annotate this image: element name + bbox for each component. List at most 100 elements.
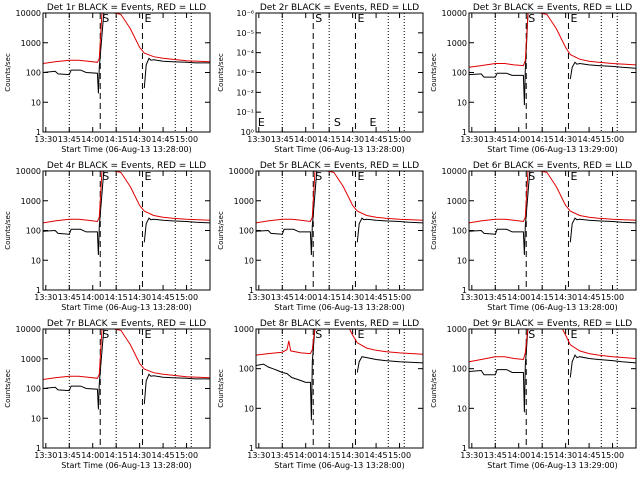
y-axis-label: Counts/sec xyxy=(430,369,438,408)
x-tick-label: 15:00 xyxy=(175,451,198,460)
x-tick-label: 13:30 xyxy=(34,293,57,302)
y-tick-label: 100 xyxy=(452,69,467,78)
y-axis-label: Counts/sec xyxy=(4,211,12,250)
marker-letter: S xyxy=(528,12,535,25)
y-axis-label: Counts/sec xyxy=(217,369,225,408)
x-tick-label: 15:00 xyxy=(388,451,411,460)
x-tick-label: 14:00 xyxy=(294,293,317,302)
x-axis-label: Start Time (06-Aug-13 13:28:00) xyxy=(274,303,405,312)
detector-panel: Det 7r BLACK = Events, RED = LLD Counts/s… xyxy=(4,319,211,470)
marker-letter: E xyxy=(357,170,364,183)
x-tick-label: 14:00 xyxy=(507,135,530,144)
x-tick-label: 14:45 xyxy=(578,293,601,302)
y-tick-label: 10 xyxy=(31,98,41,107)
x-tick-label: 14:15 xyxy=(318,451,341,460)
x-tick-label: 15:00 xyxy=(175,135,198,144)
y-tick-label: 10⁻⁶ xyxy=(236,9,254,18)
x-tick-label: 13:45 xyxy=(58,293,81,302)
x-tick-label: 13:45 xyxy=(58,135,81,144)
x-tick-label: 14:00 xyxy=(81,135,104,144)
panel-title: Det 3r BLACK = Events, RED = LLD xyxy=(473,3,632,13)
y-tick-label: 10 xyxy=(244,256,254,265)
x-tick-label: 14:45 xyxy=(365,293,388,302)
x-tick-label: 14:15 xyxy=(318,135,341,144)
x-tick-label: 13:30 xyxy=(34,451,57,460)
y-axis-label: Counts/sec xyxy=(430,211,438,250)
marker-letter: E xyxy=(570,170,577,183)
lld-line xyxy=(469,171,636,224)
y-tick-label: 1000 xyxy=(447,39,467,48)
events-line xyxy=(43,329,105,410)
y-tick-label: 1 xyxy=(462,444,467,453)
panel-title: Det 6r BLACK = Events, RED = LLD xyxy=(473,161,632,171)
x-tick-label: 13:30 xyxy=(247,293,270,302)
x-tick-label: 14:00 xyxy=(294,451,317,460)
x-tick-label: 14:00 xyxy=(81,293,104,302)
x-tick-label: 14:15 xyxy=(105,293,128,302)
lld-line xyxy=(43,171,210,224)
detector-panel: Det 2r BLACK = Events, RED = LLD Counts/s… xyxy=(217,3,424,154)
panel-title: Det 5r BLACK = Events, RED = LLD xyxy=(260,161,419,171)
y-axis-label: Counts/sec xyxy=(4,53,12,92)
y-tick-label: 1 xyxy=(462,286,467,295)
x-tick-label: 14:45 xyxy=(365,451,388,460)
y-tick-label: 1 xyxy=(249,444,254,453)
y-axis-label: Counts/sec xyxy=(217,211,225,250)
x-tick-label: 14:30 xyxy=(341,135,364,144)
y-tick-label: 10000 xyxy=(442,167,467,176)
plot-frame xyxy=(255,12,424,133)
events-line xyxy=(143,57,210,89)
y-tick-label: 10⁻⁵ xyxy=(236,29,254,38)
x-tick-label: 14:30 xyxy=(341,451,364,460)
lld-line xyxy=(469,329,636,363)
plot-frame xyxy=(468,170,637,291)
detector-panel: Det 5r BLACK = Events, RED = LLD Counts/s… xyxy=(217,161,424,312)
marker-letter: S xyxy=(528,170,535,183)
x-tick-label: 13:30 xyxy=(34,135,57,144)
events-line xyxy=(469,13,529,106)
x-axis-label: Start Time (06-Aug-13 13:29:00) xyxy=(487,461,618,470)
x-tick-label: 14:30 xyxy=(128,135,151,144)
plot-frame xyxy=(42,12,211,133)
marker-letter: E xyxy=(258,116,265,129)
marker-letter: E xyxy=(357,328,364,341)
y-tick-label: 10 xyxy=(457,98,467,107)
plot-frame xyxy=(468,12,637,133)
plot-frame xyxy=(42,328,211,449)
detector-panel: Det 3r BLACK = Events, RED = LLD Counts/s… xyxy=(430,3,637,154)
x-axis-label: Start Time (06-Aug-13 13:28:00) xyxy=(61,145,192,154)
x-tick-label: 13:45 xyxy=(271,135,294,144)
x-tick-label: 14:15 xyxy=(531,135,554,144)
x-tick-label: 14:45 xyxy=(152,293,175,302)
lld-line xyxy=(469,13,636,68)
events-line xyxy=(256,329,316,421)
series-group xyxy=(469,171,636,256)
x-tick-label: 14:45 xyxy=(578,135,601,144)
y-tick-label: 10000 xyxy=(16,325,41,334)
series-group xyxy=(43,329,210,410)
y-tick-label: 10 xyxy=(31,414,41,423)
marker-letter: E xyxy=(357,12,364,25)
events-line xyxy=(469,171,531,256)
x-tick-label: 13:45 xyxy=(484,293,507,302)
panel-title: Det 2r BLACK = Events, RED = LLD xyxy=(260,3,419,13)
lld-line xyxy=(43,329,210,380)
y-axis-label: Counts/sec xyxy=(4,369,12,408)
series-group xyxy=(43,171,210,256)
x-tick-label: 14:30 xyxy=(554,451,577,460)
panel-title: Det 1r BLACK = Events, RED = LLD xyxy=(47,3,206,13)
marker-letter: S xyxy=(315,328,322,341)
x-tick-label: 14:30 xyxy=(341,293,364,302)
y-tick-label: 1 xyxy=(36,128,41,137)
y-tick-label: 100 xyxy=(452,365,467,374)
lld-line xyxy=(256,171,423,224)
marker-letter: S xyxy=(334,116,341,129)
x-tick-label: 13:45 xyxy=(484,451,507,460)
events-line xyxy=(43,171,105,256)
marker-letter: S xyxy=(102,12,109,25)
y-tick-label: 1000 xyxy=(21,197,41,206)
events-line xyxy=(569,217,636,243)
x-axis-label: Start Time (06-Aug-13 13:28:00) xyxy=(274,461,405,470)
y-tick-label: 10⁻⁴ xyxy=(236,49,254,58)
x-tick-label: 14:00 xyxy=(294,135,317,144)
